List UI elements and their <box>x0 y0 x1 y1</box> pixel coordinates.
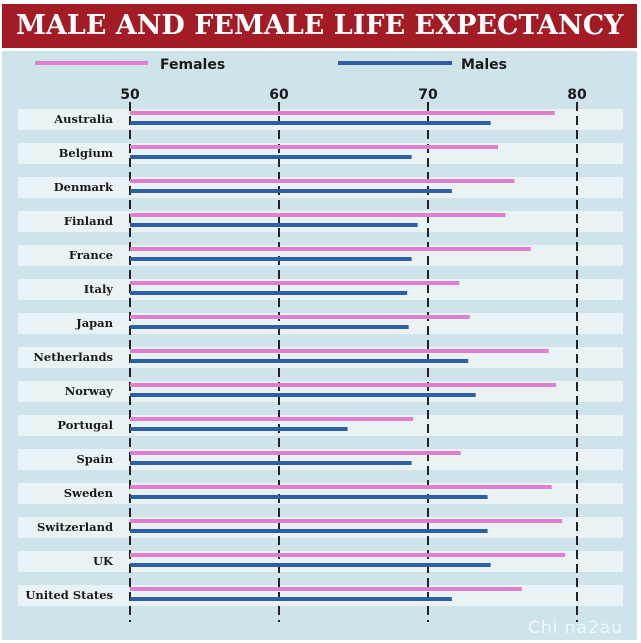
female-bar <box>130 519 563 523</box>
female-bar <box>130 553 566 557</box>
category-label: Norway <box>65 384 114 398</box>
category-label: Australia <box>53 112 113 126</box>
male-bar <box>130 359 469 363</box>
category-label: Belgium <box>59 146 113 160</box>
male-bar <box>130 325 409 329</box>
male-bar <box>130 223 418 227</box>
chart-title: MALE AND FEMALE LIFE EXPECTANCY <box>16 10 624 41</box>
female-bar <box>130 587 522 591</box>
watermark: Chi na2au <box>528 618 623 638</box>
female-bar <box>130 213 506 217</box>
category-label: Netherlands <box>33 350 113 364</box>
legend-label-females: Females <box>160 57 225 73</box>
x-tick-label: 60 <box>269 87 289 103</box>
category-label: Sweden <box>64 486 114 500</box>
male-bar <box>130 427 348 431</box>
male-bar <box>130 597 452 601</box>
x-tick-label: 80 <box>567 87 587 103</box>
male-bar <box>130 291 408 295</box>
male-bar <box>130 121 491 125</box>
category-label: Japan <box>75 316 113 330</box>
category-label: Denmark <box>54 180 114 194</box>
female-bar <box>130 247 531 251</box>
male-bar <box>130 189 452 193</box>
female-bar <box>130 111 555 115</box>
category-label: Portugal <box>57 418 113 432</box>
male-bar <box>130 155 412 159</box>
male-bar <box>130 393 476 397</box>
male-bar <box>130 529 488 533</box>
title-divider <box>2 48 637 51</box>
female-bar <box>130 417 414 421</box>
category-label: Switzerland <box>37 520 113 534</box>
female-bar <box>130 145 499 149</box>
category-label: France <box>69 248 113 262</box>
category-label: UK <box>93 554 114 568</box>
female-bar <box>130 315 470 319</box>
female-bar <box>130 451 461 455</box>
x-tick-label: 70 <box>418 87 438 103</box>
male-bar <box>130 563 491 567</box>
category-label: Finland <box>64 214 113 228</box>
female-bar <box>130 349 549 353</box>
category-label: United States <box>25 588 113 602</box>
female-bar <box>130 485 552 489</box>
legend-label-males: Males <box>461 57 507 73</box>
category-label: Spain <box>76 452 113 466</box>
female-bar <box>130 179 515 183</box>
male-bar <box>130 257 412 261</box>
female-bar <box>130 383 557 387</box>
female-bar <box>130 281 460 285</box>
male-bar <box>130 461 412 465</box>
title-bar: MALE AND FEMALE LIFE EXPECTANCY <box>2 4 637 48</box>
male-bar <box>130 495 488 499</box>
x-tick-label: 50 <box>120 87 140 103</box>
category-label: Italy <box>84 282 114 296</box>
